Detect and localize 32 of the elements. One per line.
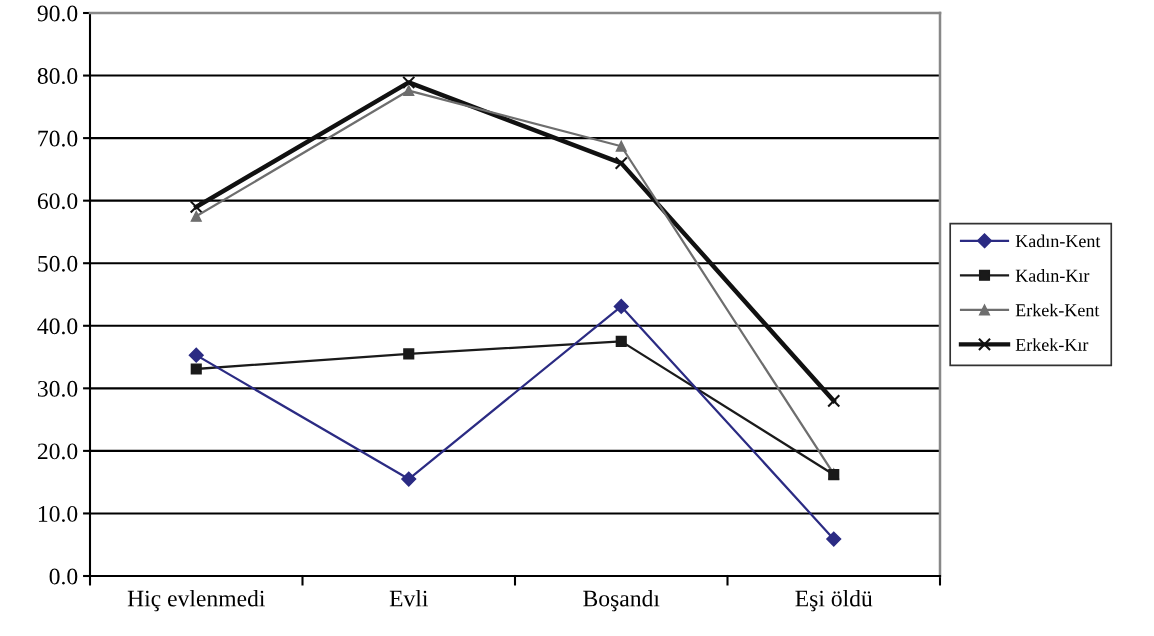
- point: [401, 471, 417, 487]
- point: [614, 156, 628, 170]
- legend-label: Erkek-Kır: [1015, 338, 1089, 351]
- legend-label: Kadın-Kır: [1015, 269, 1090, 282]
- point: [615, 140, 627, 152]
- point: [403, 85, 415, 97]
- point: [189, 200, 203, 214]
- y-tick-label: 0.0: [49, 568, 78, 585]
- point: [403, 348, 415, 360]
- point: [188, 347, 204, 363]
- legend-label: Kadın-Kent: [1015, 234, 1101, 248]
- y-tick-label: 70.0: [38, 130, 78, 147]
- point: [826, 531, 842, 547]
- y-tick-label: 20.0: [37, 443, 78, 460]
- point: [190, 363, 202, 375]
- x-tick-label: Eşi öldü: [795, 589, 873, 612]
- x-tick-label: Evli: [389, 589, 428, 607]
- y-tick-label: 90.0: [37, 5, 78, 22]
- legend-label: Erkek-Kent: [1015, 303, 1100, 317]
- point: [615, 335, 627, 347]
- x-tick-label: Boşandı: [583, 589, 660, 612]
- y-tick-label: 50.0: [38, 255, 78, 272]
- y-tick-label: 40.0: [37, 318, 78, 335]
- point: [190, 210, 202, 222]
- point: [402, 75, 416, 90]
- point: [613, 298, 629, 314]
- x-tick-label: Hiç evlenmedi: [127, 589, 265, 612]
- y-tick-label: 80.0: [37, 68, 78, 85]
- y-tick-label: 10.0: [38, 505, 78, 522]
- y-tick-label: 30.0: [38, 380, 78, 397]
- point: [827, 394, 841, 408]
- y-tick-label: 60.0: [37, 193, 78, 210]
